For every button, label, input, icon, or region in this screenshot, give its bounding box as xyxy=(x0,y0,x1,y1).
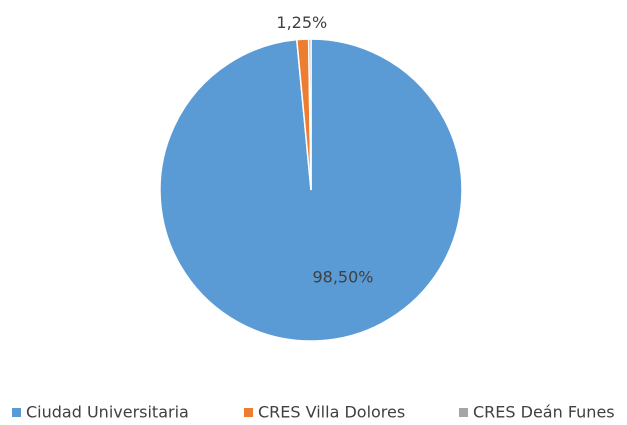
legend-label: CRES Villa Dolores xyxy=(258,403,405,422)
legend-label: CRES Deán Funes xyxy=(473,403,615,422)
pie-slice xyxy=(307,38,312,191)
legend-swatch xyxy=(244,408,253,417)
legend-swatch xyxy=(459,408,468,417)
legend-swatch xyxy=(12,408,21,417)
data-label: 1,25% xyxy=(276,13,327,32)
data-label: 98,50% xyxy=(312,268,373,287)
legend-label: Ciudad Universitaria xyxy=(26,403,189,422)
